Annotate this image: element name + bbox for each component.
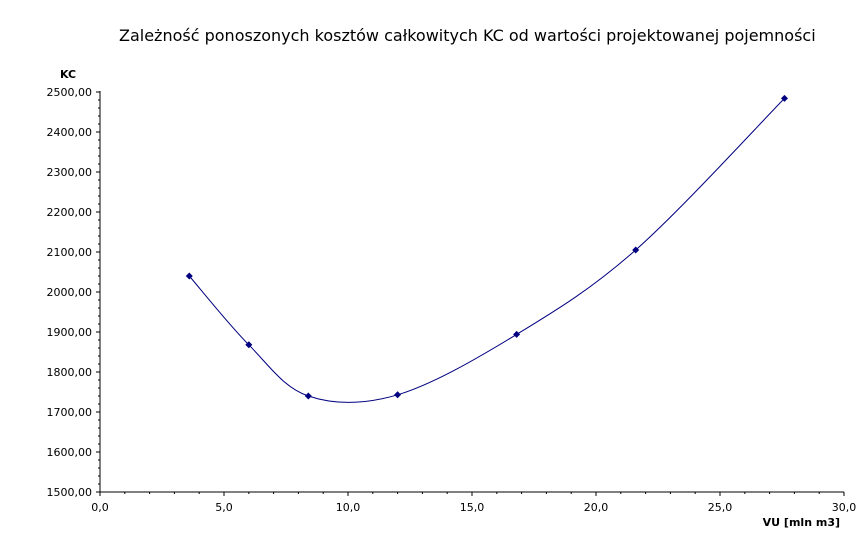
y-tick-label: 1800,00 [47,366,93,379]
data-point [394,391,402,399]
axis-ticks: 1500,00 1600,00 1700,00 1800,00 1900,00 2000,… [47,86,857,514]
y-tick-label: 2400,00 [47,126,93,139]
data-point [513,330,521,338]
x-axis-label: VU [mln m3] [763,516,840,529]
data-point [304,392,312,400]
y-tick-label: 2300,00 [47,166,93,179]
y-axis-label: KC [60,68,76,81]
y-tick-label: 2000,00 [47,286,93,299]
plot-area [185,94,788,403]
data-point [632,246,640,254]
x-tick-label: 25,0 [708,501,733,514]
y-tick-label: 2500,00 [47,86,93,99]
data-point [185,272,193,280]
x-tick-label: 20,0 [584,501,609,514]
x-tick-label: 0,0 [91,501,109,514]
y-tick-label: 1500,00 [47,486,93,499]
data-point [245,341,253,349]
chart-title: Zależność ponoszonych kosztów całkowityc… [119,26,816,45]
x-tick-label: 5,0 [215,501,233,514]
series-line [188,98,785,403]
y-tick-label: 1700,00 [47,406,93,419]
data-point [780,94,788,102]
x-tick-label: 15,0 [460,501,485,514]
x-tick-label: 30,0 [832,501,857,514]
y-tick-label: 2200,00 [47,206,93,219]
y-tick-label: 2100,00 [47,246,93,259]
y-tick-label: 1600,00 [47,446,93,459]
y-tick-label: 1900,00 [47,326,93,339]
x-tick-label: 10,0 [336,501,361,514]
